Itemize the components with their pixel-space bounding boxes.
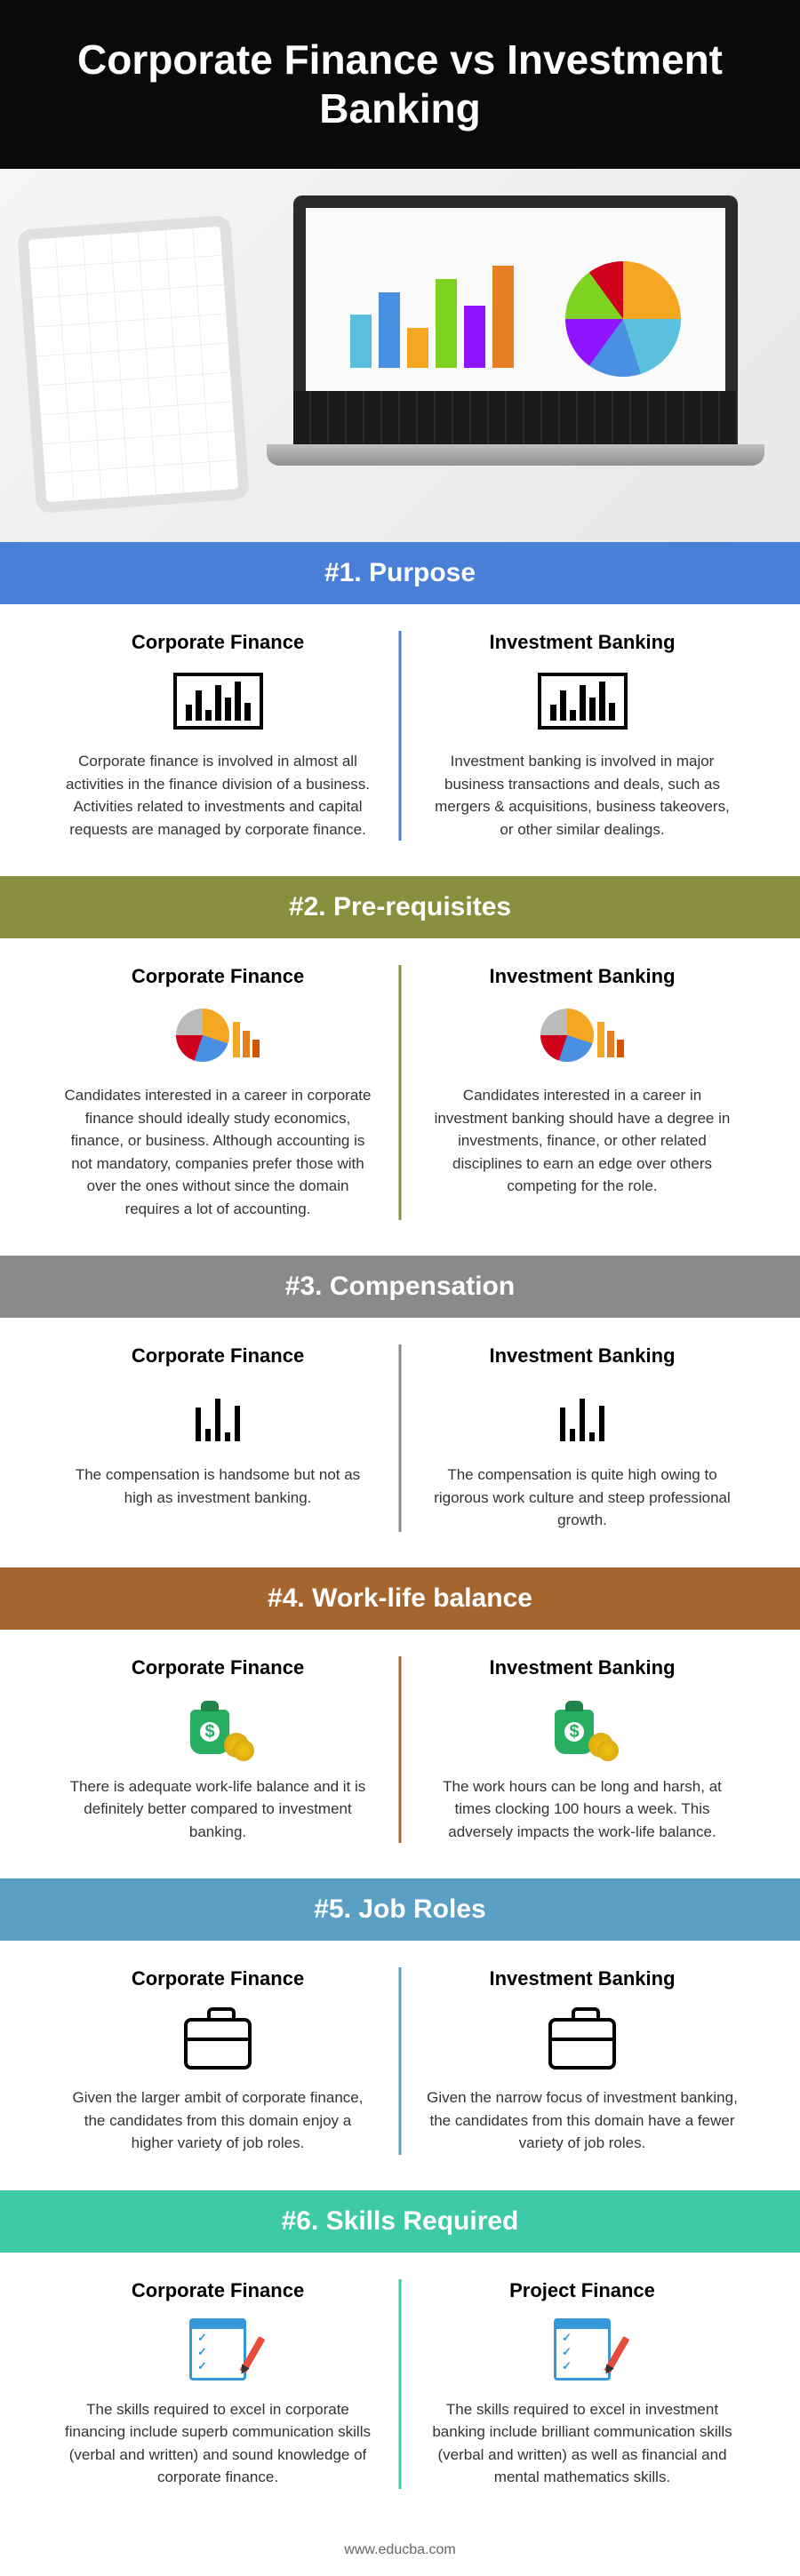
right-text: Candidates interested in a career in inv…	[427, 1084, 738, 1198]
compare-row: Corporate Finance Given the larger ambit …	[0, 1941, 800, 2190]
left-column: Corporate Finance Given the larger ambit …	[36, 1967, 400, 2155]
left-heading: Corporate Finance	[62, 631, 373, 654]
section-band: #3. Compensation	[0, 1256, 800, 1318]
right-heading: Investment Banking	[427, 631, 738, 654]
money-bag-icon	[551, 1695, 613, 1758]
section-band: #5. Job Roles	[0, 1878, 800, 1941]
left-column: Corporate Finance The skills required to …	[36, 2279, 400, 2489]
left-text: The skills required to excel in corporat…	[62, 2398, 373, 2489]
section-band: #2. Pre-requisites	[0, 876, 800, 938]
pie-bars-icon	[176, 1009, 260, 1062]
left-column: Corporate Finance There is adequate work-…	[36, 1656, 400, 1844]
compare-row: Corporate Finance The skills required to …	[0, 2253, 800, 2524]
left-heading: Corporate Finance	[62, 1344, 373, 1368]
right-heading: Project Finance	[427, 2279, 738, 2302]
right-column: Investment Banking Candidates interested …	[400, 965, 764, 1220]
bars-outline-icon	[560, 1388, 604, 1441]
section-band: #6. Skills Required	[0, 2190, 800, 2253]
right-text: Investment banking is involved in major …	[427, 750, 738, 841]
left-text: Candidates interested in a career in cor…	[62, 1084, 373, 1220]
hero-pie-chart	[565, 261, 681, 377]
right-heading: Investment Banking	[427, 965, 738, 988]
right-text: The work hours can be long and harsh, at…	[427, 1775, 738, 1844]
hero-image	[0, 169, 800, 542]
right-text: The skills required to excel in investme…	[427, 2398, 738, 2489]
section-band: #1. Purpose	[0, 542, 800, 604]
money-bag-icon	[187, 1695, 249, 1758]
left-column: Corporate Finance Corporate finance is in…	[36, 631, 400, 841]
left-column: Corporate Finance Candidates interested i…	[36, 965, 400, 1220]
left-column: Corporate Finance The compensation is han…	[36, 1344, 400, 1532]
right-column: Investment Banking Investment banking is …	[400, 631, 764, 841]
compare-row: Corporate Finance Candidates interested i…	[0, 938, 800, 1256]
page-title: Corporate Finance vs Investment Banking	[18, 36, 782, 133]
laptop-mockup	[267, 195, 764, 515]
checklist-icon	[189, 2318, 246, 2381]
bar-chart-icon	[173, 673, 263, 730]
right-text: Given the narrow focus of investment ban…	[427, 2086, 738, 2155]
divider	[399, 965, 402, 1220]
divider	[399, 1656, 402, 1844]
compare-row: Corporate Finance The compensation is han…	[0, 1318, 800, 1567]
bars-outline-icon	[196, 1388, 240, 1441]
briefcase-icon	[184, 2018, 252, 2070]
left-heading: Corporate Finance	[62, 965, 373, 988]
pie-bars-icon	[540, 1009, 624, 1062]
right-column: Investment Banking Given the narrow focus…	[400, 1967, 764, 2155]
right-heading: Investment Banking	[427, 1967, 738, 1990]
right-column: Investment Banking The compensation is qu…	[400, 1344, 764, 1532]
right-column: Investment Banking The work hours can be …	[400, 1656, 764, 1844]
bar-chart-icon	[538, 673, 628, 730]
left-text: There is adequate work-life balance and …	[62, 1775, 373, 1844]
right-text: The compensation is quite high owing to …	[427, 1463, 738, 1532]
tablet-mockup	[17, 215, 250, 514]
compare-row: Corporate Finance There is adequate work-…	[0, 1630, 800, 1879]
left-heading: Corporate Finance	[62, 1656, 373, 1679]
divider	[399, 2279, 402, 2489]
left-text: Corporate finance is involved in almost …	[62, 750, 373, 841]
hero-bar-chart	[350, 261, 514, 368]
footer-url: www.educba.com	[0, 2524, 800, 2576]
divider	[399, 631, 402, 841]
left-heading: Corporate Finance	[62, 1967, 373, 1990]
title-band: Corporate Finance vs Investment Banking	[0, 0, 800, 169]
left-text: The compensation is handsome but not as …	[62, 1463, 373, 1509]
divider	[399, 1967, 402, 2155]
section-band: #4. Work-life balance	[0, 1567, 800, 1630]
divider	[399, 1344, 402, 1532]
left-heading: Corporate Finance	[62, 2279, 373, 2302]
compare-row: Corporate Finance Corporate finance is in…	[0, 604, 800, 876]
right-column: Project Finance The skills required to ex…	[400, 2279, 764, 2489]
left-text: Given the larger ambit of corporate fina…	[62, 2086, 373, 2155]
right-heading: Investment Banking	[427, 1344, 738, 1368]
briefcase-icon	[548, 2018, 616, 2070]
right-heading: Investment Banking	[427, 1656, 738, 1679]
checklist-icon	[554, 2318, 611, 2381]
